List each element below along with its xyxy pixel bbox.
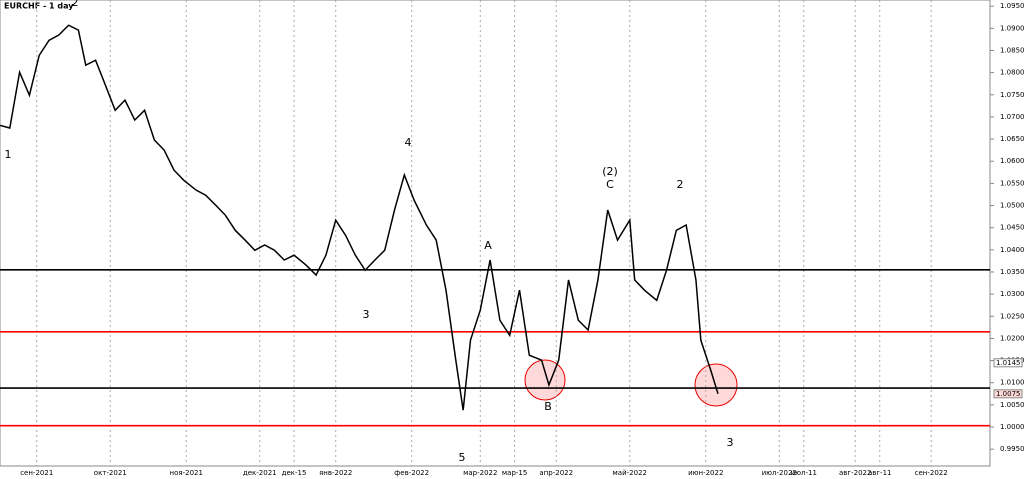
y-tick-label: 1.0550 (1000, 179, 1024, 187)
wave-label: 3 (727, 436, 734, 449)
x-tick-label: апр-2022 (539, 469, 573, 477)
chart-title: EURCHF - 1 day (4, 2, 74, 11)
price-line (0, 24, 719, 411)
wave-label: 3 (363, 308, 370, 321)
y-tick-label: 1.0450 (1000, 224, 1024, 232)
x-tick-label: май-2022 (613, 469, 647, 477)
y-tick-label: 1.0000 (1000, 423, 1024, 431)
wave-label: 5 (459, 451, 466, 464)
x-tick-label: окт-2021 (94, 469, 127, 477)
y-tick-label: 1.0650 (1000, 135, 1024, 143)
y-tick-label: 1.0750 (1000, 91, 1024, 99)
wave-label: 1 (5, 148, 12, 161)
x-tick-label: сен-2021 (20, 469, 53, 477)
y-tick-label: 1.0350 (1000, 268, 1024, 276)
y-tick-label: 1.0200 (1000, 334, 1024, 342)
wave-label: C (606, 178, 614, 191)
y-tick-label: 1.0100 (1000, 379, 1024, 387)
y-tick-label: 1.0800 (1000, 69, 1024, 77)
y-tick-label: 1.0900 (1000, 24, 1024, 32)
x-tick-label: янв-2022 (319, 469, 352, 477)
highlight-circle (524, 359, 566, 401)
wave-label: 4 (405, 136, 412, 149)
wave-label: 2 (72, 0, 79, 9)
y-tick-label: 1.0500 (1000, 202, 1024, 210)
x-tick-label: авг-2022 (839, 469, 871, 477)
plot-frame (0, 0, 991, 467)
y-tick-label: 1.0850 (1000, 46, 1024, 54)
wave-label: A (484, 239, 492, 252)
x-tick-label: мар-2022 (463, 469, 497, 477)
wave-label: B (544, 400, 552, 413)
price-label: 1.0145 (996, 359, 1021, 367)
x-tick-label: июл-11 (791, 469, 817, 477)
y-tick-label: 1.0600 (1000, 157, 1024, 165)
x-tick-label: дек-2021 (243, 469, 277, 477)
x-tick-label: июн-2022 (688, 469, 723, 477)
x-tick-label: ноя-2021 (170, 469, 203, 477)
x-tick-label: фев-2022 (394, 469, 429, 477)
price-box (993, 389, 1023, 399)
x-tick-label: дек-15 (282, 469, 307, 477)
y-tick-label: 0.9950 (1000, 445, 1024, 453)
price-label: 1.0075 (996, 390, 1021, 398)
y-tick-label: 1.0250 (1000, 312, 1024, 320)
x-tick-label: июл-2022 (762, 469, 797, 477)
x-tick-label: сен-2022 (915, 469, 948, 477)
wave-label: (2) (602, 165, 618, 178)
y-tick-label: 1.0050 (1000, 401, 1024, 409)
price-box (993, 358, 1023, 368)
y-tick-label: 1.0950 (1000, 2, 1024, 10)
x-tick-label: авг-11 (868, 469, 892, 477)
x-tick-label: мар-15 (502, 469, 527, 477)
y-tick-label: 1.0300 (1000, 290, 1024, 298)
y-tick-label: 1.0400 (1000, 246, 1024, 254)
y-tick-label: 1.0700 (1000, 113, 1024, 121)
wave-label: 2 (677, 178, 684, 191)
